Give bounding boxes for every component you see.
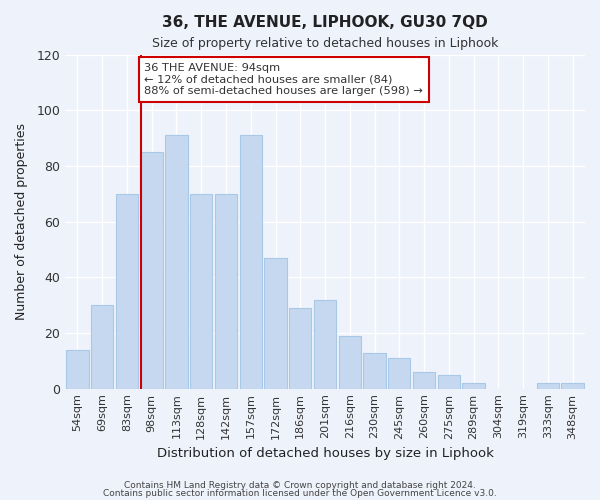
Bar [314, 300, 336, 388]
Text: Size of property relative to detached houses in Liphook: Size of property relative to detached ho… [152, 37, 498, 50]
Bar [463, 383, 485, 388]
Bar [166, 136, 188, 388]
Bar [239, 136, 262, 388]
Text: Contains public sector information licensed under the Open Government Licence v3: Contains public sector information licen… [103, 489, 497, 498]
Bar [437, 375, 460, 388]
Bar [338, 336, 361, 388]
Bar [265, 258, 287, 388]
Bar [190, 194, 212, 388]
Text: Contains HM Land Registry data © Crown copyright and database right 2024.: Contains HM Land Registry data © Crown c… [124, 480, 476, 490]
Bar [388, 358, 410, 388]
X-axis label: Distribution of detached houses by size in Liphook: Distribution of detached houses by size … [157, 447, 493, 460]
Bar [215, 194, 237, 388]
Bar [537, 383, 559, 388]
Bar [289, 308, 311, 388]
Bar [91, 305, 113, 388]
Text: 36 THE AVENUE: 94sqm
← 12% of detached houses are smaller (84)
88% of semi-detac: 36 THE AVENUE: 94sqm ← 12% of detached h… [144, 63, 423, 96]
Y-axis label: Number of detached properties: Number of detached properties [15, 123, 28, 320]
Bar [116, 194, 138, 388]
Bar [562, 383, 584, 388]
Bar [413, 372, 435, 388]
Bar [140, 152, 163, 388]
Title: 36, THE AVENUE, LIPHOOK, GU30 7QD: 36, THE AVENUE, LIPHOOK, GU30 7QD [162, 15, 488, 30]
Bar [364, 352, 386, 388]
Bar [67, 350, 89, 389]
